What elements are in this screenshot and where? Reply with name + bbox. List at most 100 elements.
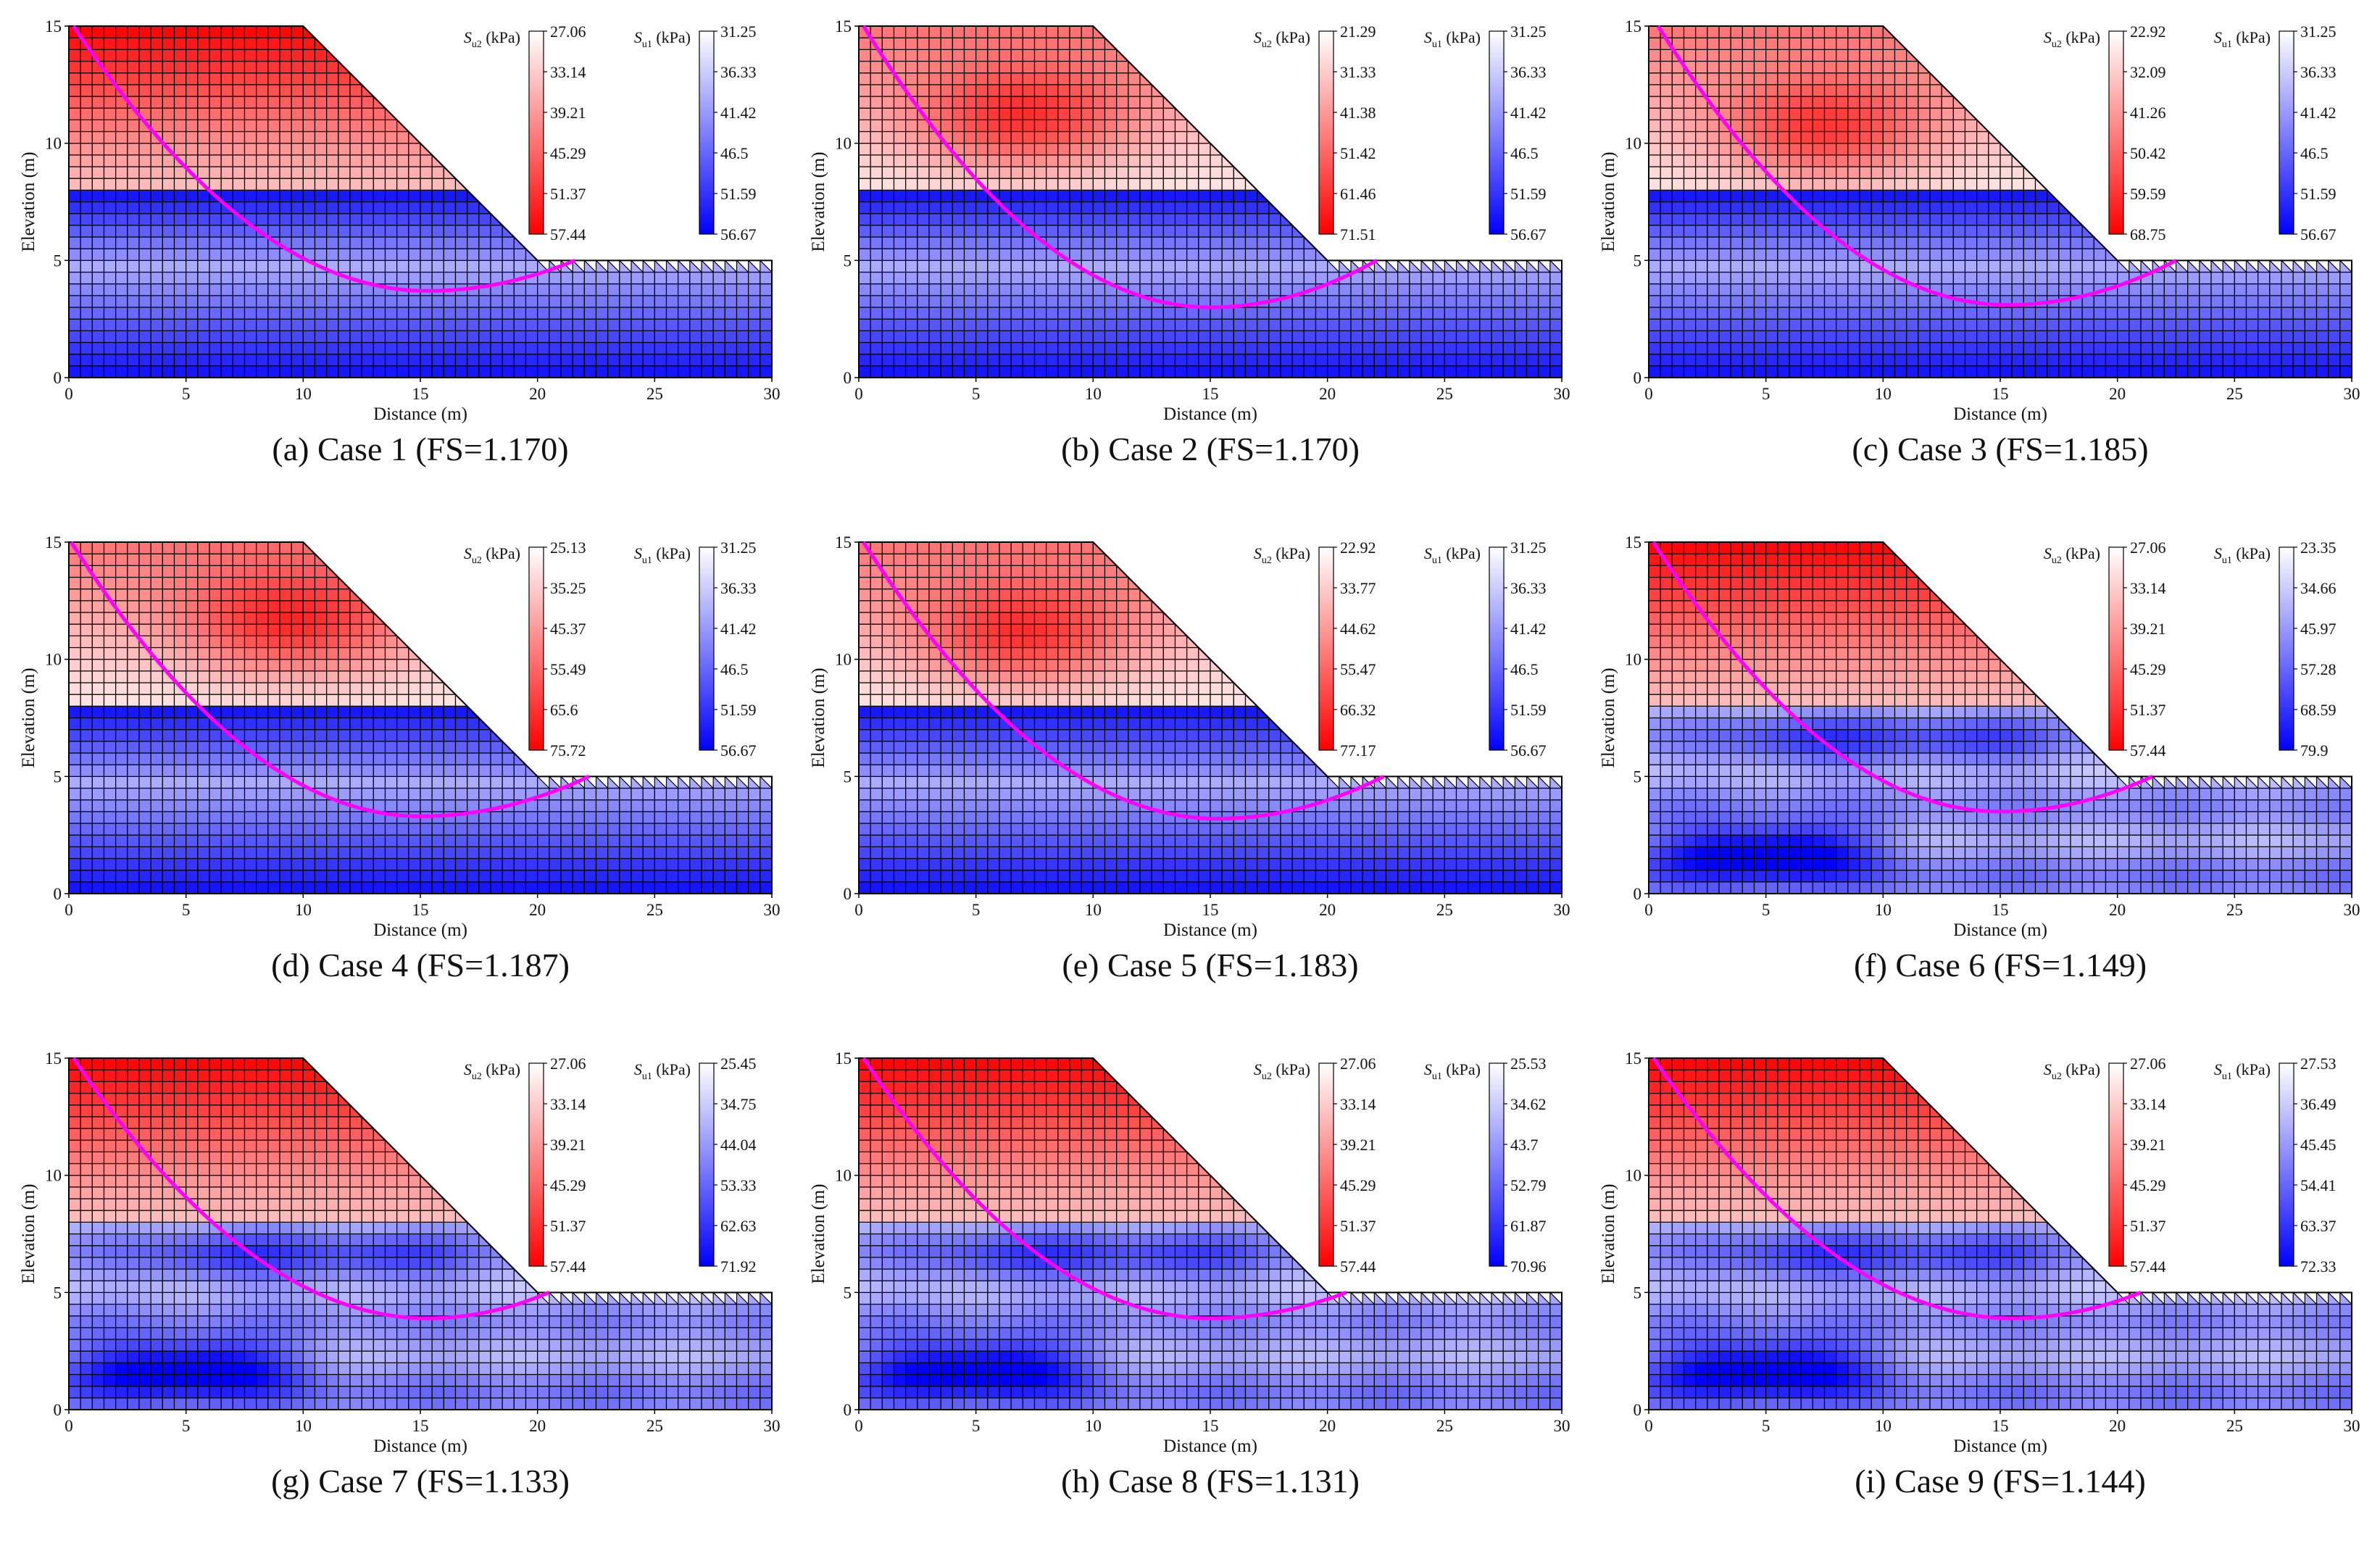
mesh-cell — [2023, 178, 2036, 191]
mesh-cell — [91, 213, 105, 226]
mesh-cell — [314, 318, 328, 331]
mesh-cell — [1303, 330, 1317, 344]
mesh-cell — [1730, 271, 1743, 285]
mesh-cell — [928, 143, 941, 156]
mesh-cell — [724, 330, 738, 344]
mesh-cell — [1268, 236, 1281, 249]
mesh-cell — [1244, 248, 1258, 261]
mesh-cell — [1660, 60, 1673, 74]
mesh-cell — [267, 201, 280, 215]
mesh-cell — [162, 189, 175, 203]
mesh-cell — [1186, 354, 1199, 367]
mesh-cell — [1362, 354, 1375, 367]
mesh-cell — [2023, 236, 2036, 249]
mesh-cell — [291, 166, 304, 179]
mesh-cell — [420, 330, 433, 344]
mesh-cell — [467, 752, 480, 765]
mesh-cell — [103, 752, 117, 765]
mesh-cell — [68, 635, 81, 649]
mesh-cell — [302, 670, 316, 683]
mesh-cell — [1081, 49, 1094, 62]
mesh-cell — [1906, 295, 1919, 308]
mesh-cell — [186, 764, 199, 777]
mesh-cell — [478, 857, 491, 871]
mesh-cell — [928, 318, 941, 331]
mesh-cell — [1549, 295, 1563, 308]
mesh-cell — [905, 307, 918, 320]
mesh-cell — [467, 307, 480, 320]
mesh-cell — [940, 178, 953, 191]
mesh-cell — [209, 213, 222, 226]
mesh-cell — [373, 178, 386, 191]
mesh-cell — [1742, 365, 1755, 378]
mesh-cell — [1800, 25, 1813, 38]
mesh-cell — [314, 84, 328, 97]
mesh-cell — [103, 119, 117, 133]
mesh-cell — [1116, 213, 1129, 226]
mesh-cell — [68, 846, 81, 860]
mesh-cell — [2328, 318, 2341, 331]
mesh-cell — [162, 318, 175, 331]
mesh-cell — [537, 834, 550, 847]
mesh-cell — [760, 271, 773, 285]
mesh-cell — [454, 213, 468, 226]
mesh-cell — [384, 307, 398, 320]
mesh-cell — [1730, 213, 1743, 226]
mesh-cell — [631, 283, 644, 296]
mesh-cell — [1210, 189, 1223, 203]
mesh-cell — [1800, 60, 1813, 74]
mesh-cell — [384, 881, 398, 894]
mesh-cell — [1765, 107, 1778, 120]
mesh-cell — [478, 823, 491, 836]
mesh-cell — [197, 764, 210, 777]
mesh-cell — [1964, 166, 1978, 179]
mesh-cell — [1128, 307, 1141, 320]
mesh-cell — [197, 72, 210, 86]
mesh-cell — [1468, 271, 1481, 285]
mesh-cell — [209, 565, 222, 578]
mesh-cell — [1952, 107, 1966, 120]
mesh-cell — [1057, 365, 1070, 378]
x-tick-label: 10 — [1085, 385, 1102, 403]
mesh-cell — [1765, 283, 1778, 296]
mesh-cell — [999, 318, 1012, 331]
mesh-cell — [537, 354, 550, 367]
mesh-cell — [1010, 96, 1023, 109]
mesh-cell — [127, 775, 140, 789]
mesh-cell — [881, 259, 895, 273]
mesh-cell — [2304, 307, 2318, 320]
su2-colorbar-title: Su2 (kPa) — [464, 28, 520, 50]
mesh-cell — [138, 659, 151, 672]
mesh-cell — [138, 341, 151, 355]
mesh-cell — [712, 354, 725, 367]
mesh-cell — [80, 365, 93, 378]
mesh-cell — [2210, 283, 2223, 296]
mesh-cell — [1812, 107, 1826, 120]
mesh-cell — [291, 283, 304, 296]
mesh-cell — [2152, 295, 2165, 308]
mesh-cell — [244, 143, 257, 156]
mesh-cell — [1092, 166, 1106, 179]
mesh-cell — [326, 588, 339, 602]
mesh-cell — [2258, 354, 2271, 367]
mesh-cell — [1151, 130, 1164, 144]
mesh-cell — [1162, 318, 1176, 331]
mesh-cell — [220, 811, 233, 824]
mesh-cell — [1303, 318, 1317, 331]
mesh-cell — [138, 870, 151, 883]
mesh-cell — [2023, 213, 2036, 226]
mesh-cell — [232, 49, 246, 62]
mesh-cell — [701, 823, 714, 836]
mesh-cell — [220, 857, 233, 871]
mesh-cell — [490, 248, 503, 261]
mesh-cell — [302, 881, 316, 894]
mesh-cell — [408, 870, 421, 883]
mesh-cell — [513, 283, 527, 296]
mesh-cell — [917, 189, 930, 203]
mesh-cell — [197, 307, 210, 320]
su2-tick-label: 51.42 — [1340, 144, 1376, 162]
mesh-cell — [232, 84, 246, 97]
mesh-cell — [1186, 166, 1199, 179]
mesh-cell — [1823, 60, 1837, 74]
mesh-cell — [1894, 248, 1907, 261]
